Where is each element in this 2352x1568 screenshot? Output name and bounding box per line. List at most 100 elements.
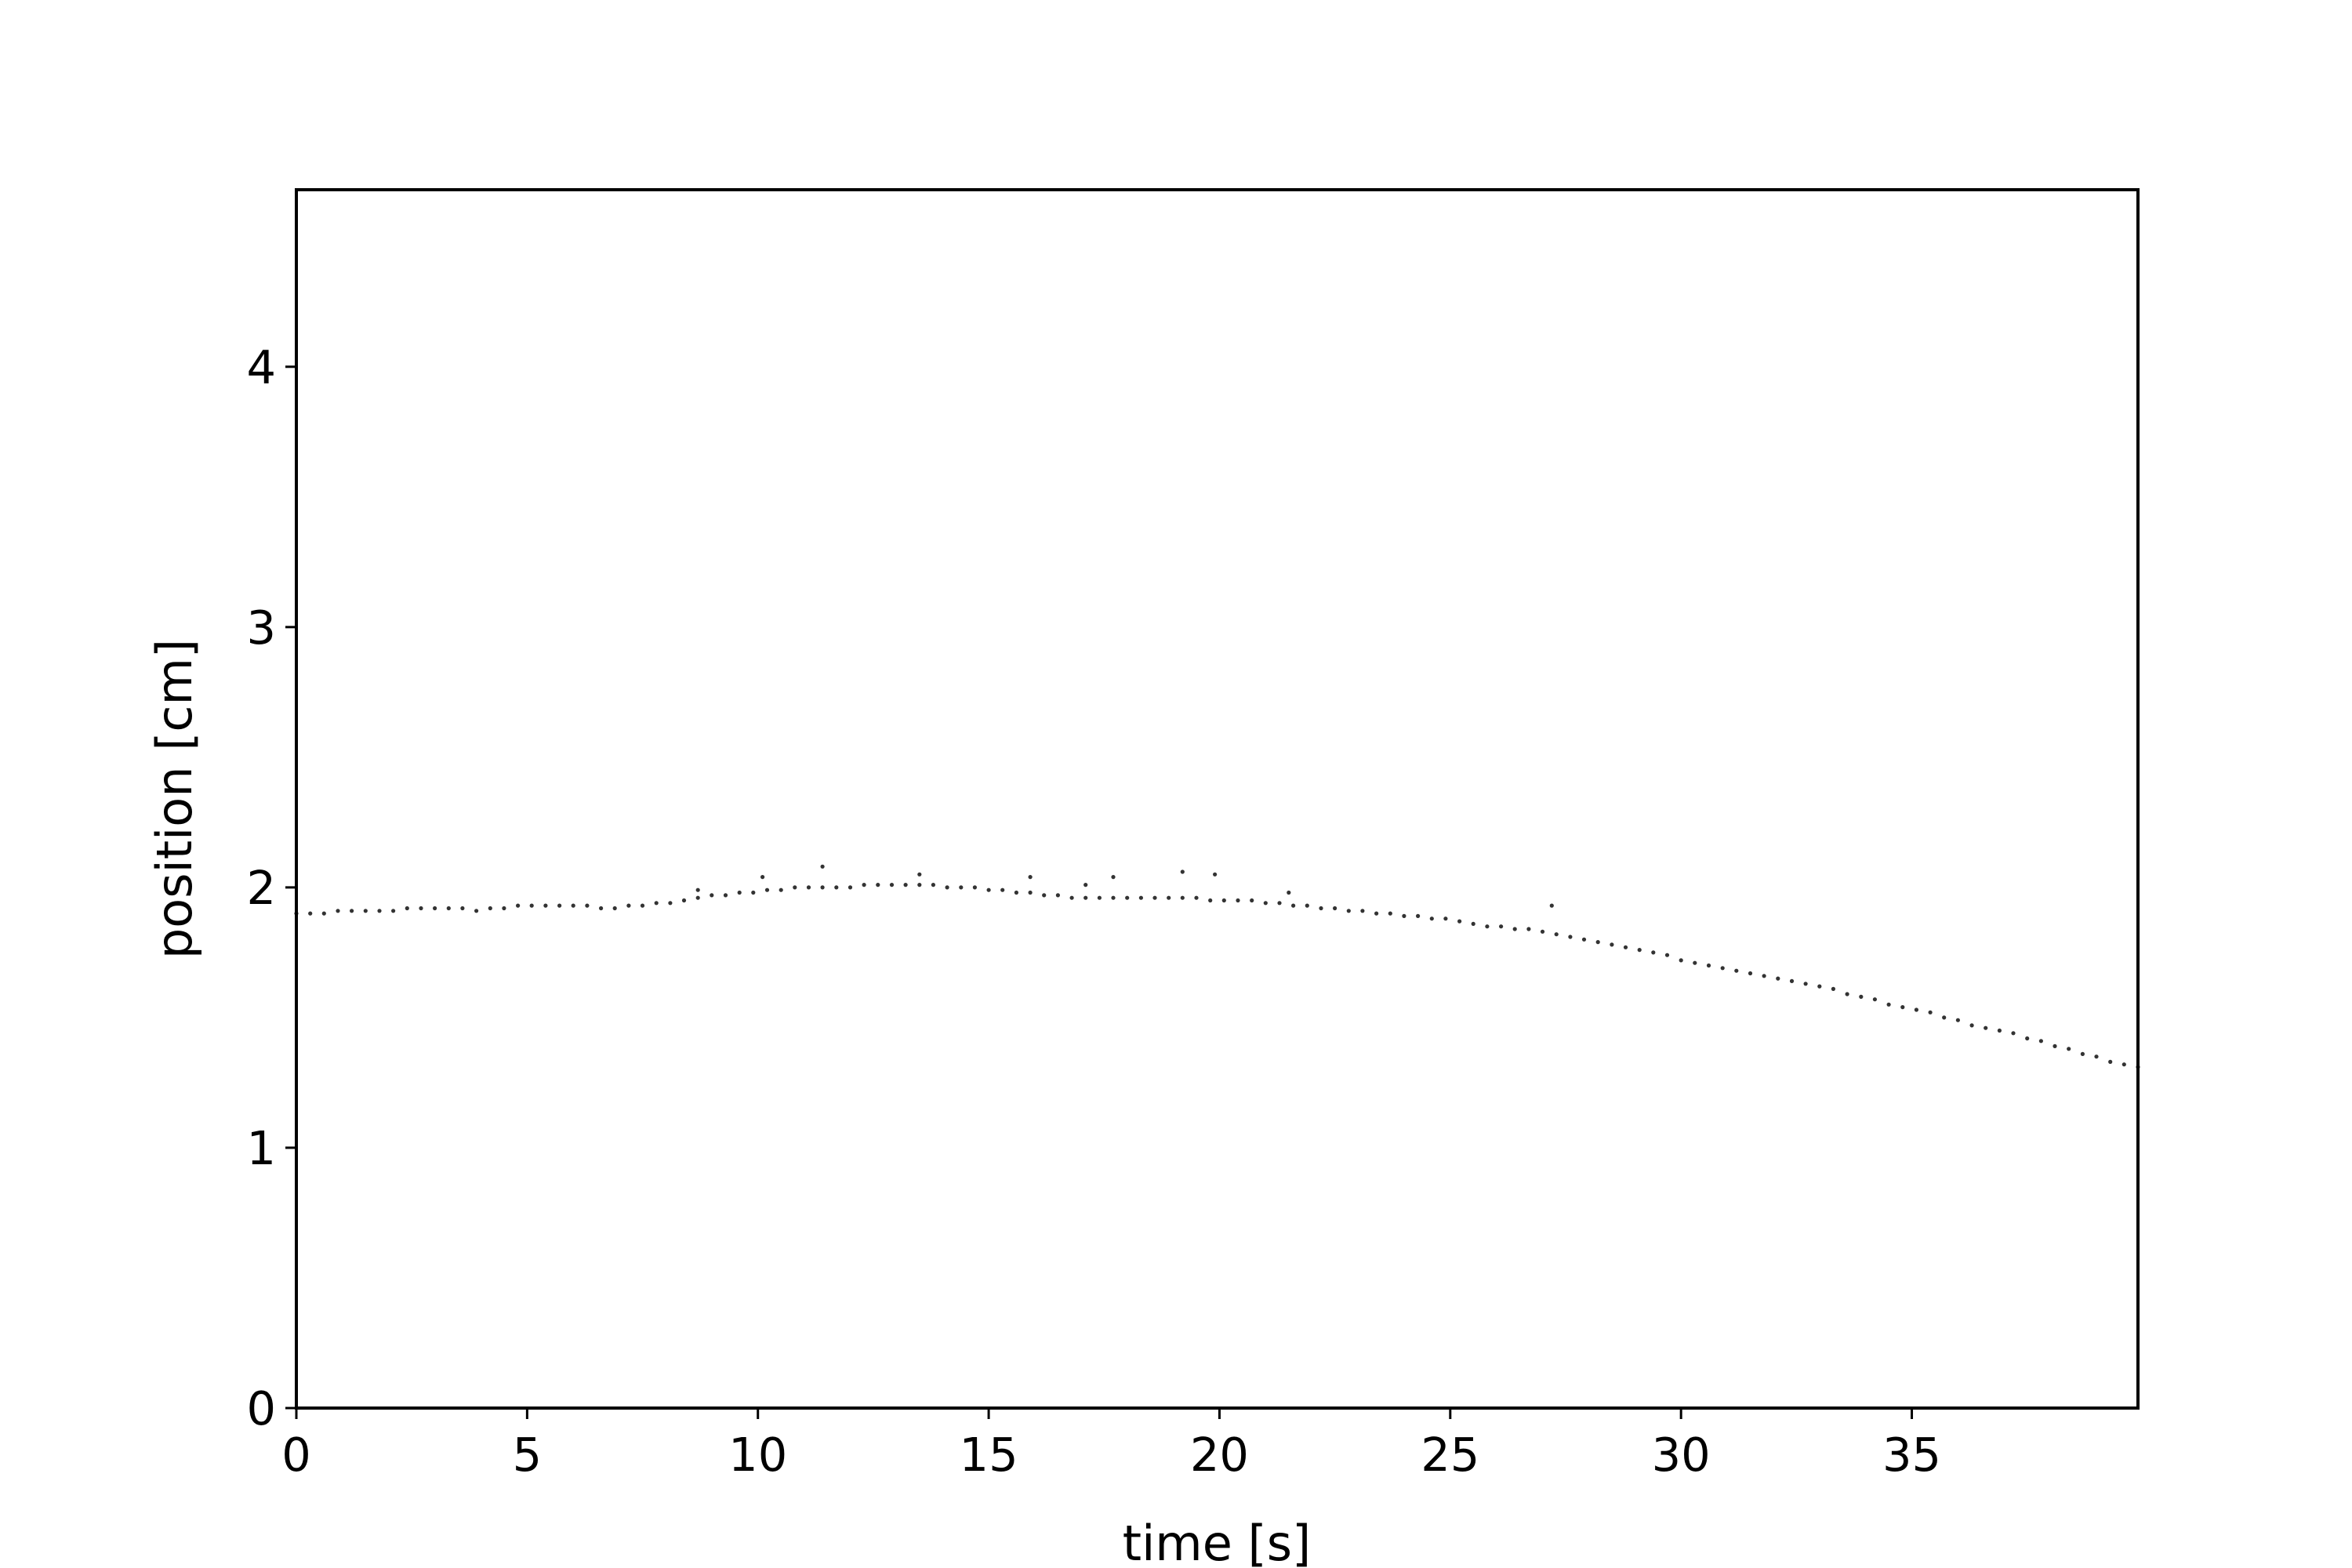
y-tick-label: 1 — [246, 1121, 276, 1175]
data-point — [1277, 901, 1282, 906]
data-point — [529, 903, 534, 908]
data-point — [405, 906, 409, 911]
data-point — [1969, 1023, 1974, 1028]
data-point — [959, 885, 964, 890]
x-tick-label: 25 — [1421, 1428, 1479, 1482]
data-point — [1388, 911, 1392, 916]
data-point — [1429, 916, 1434, 921]
data-point — [1872, 997, 1877, 1002]
data-point — [1111, 875, 1116, 880]
x-tick-label: 10 — [728, 1428, 787, 1482]
data-point — [612, 906, 617, 911]
data-point — [2038, 1039, 2043, 1044]
y-tick-label: 2 — [246, 861, 276, 915]
data-point — [1416, 913, 1421, 918]
x-axis-ticks: 0 5 10 15 20 25 30 35 — [281, 1408, 1941, 1482]
data-point — [889, 883, 895, 887]
data-point — [1762, 974, 1766, 978]
data-point — [1042, 893, 1047, 898]
data-point — [986, 887, 991, 892]
data-point — [1651, 950, 1656, 955]
data-point — [1194, 895, 1199, 900]
data-point — [1138, 895, 1143, 900]
data-point — [1845, 992, 1849, 996]
data-point — [599, 906, 604, 911]
data-point — [1734, 968, 1739, 973]
y-tick-label: 0 — [246, 1381, 276, 1436]
data-point — [917, 883, 922, 887]
y-tick-label: 3 — [246, 601, 276, 655]
data-point — [1287, 890, 1291, 895]
data-point — [446, 906, 451, 911]
data-point — [1914, 1007, 1918, 1012]
data-point — [2053, 1044, 2057, 1048]
data-point — [1208, 898, 1213, 903]
data-point — [557, 903, 562, 908]
data-point — [488, 906, 492, 911]
data-point — [710, 893, 714, 898]
data-point — [1679, 958, 1683, 963]
scatter-points — [294, 864, 2140, 1069]
data-point — [1360, 909, 1365, 913]
data-point — [737, 890, 742, 895]
data-point — [1984, 1025, 1988, 1030]
data-point — [321, 911, 326, 916]
data-point — [903, 883, 908, 887]
data-point — [433, 906, 437, 911]
data-point — [1499, 924, 1504, 929]
data-point — [764, 887, 770, 892]
data-point — [1250, 898, 1254, 903]
data-point — [1180, 869, 1185, 874]
data-point — [516, 903, 521, 908]
data-point — [1595, 940, 1600, 945]
data-point — [2067, 1047, 2071, 1051]
plot-frame — [295, 188, 2140, 1410]
data-point — [336, 909, 340, 913]
data-point — [1789, 978, 1795, 983]
data-point — [502, 906, 506, 911]
data-point — [1083, 895, 1088, 900]
data-point — [876, 883, 880, 887]
data-point — [1097, 895, 1102, 900]
data-point — [1693, 960, 1697, 965]
data-point — [571, 903, 575, 908]
data-point — [2025, 1036, 2030, 1041]
data-point — [1664, 953, 1670, 957]
data-point — [760, 875, 765, 880]
data-point — [626, 903, 631, 908]
data-point — [1748, 971, 1753, 976]
data-point — [1167, 895, 1171, 900]
data-point — [1942, 1015, 1947, 1020]
data-point — [543, 903, 548, 908]
data-point — [1928, 1010, 1933, 1014]
data-point — [1152, 895, 1157, 900]
data-point — [1637, 948, 1642, 953]
data-point — [1443, 916, 1448, 921]
data-point — [1776, 976, 1780, 981]
data-point — [1402, 913, 1406, 918]
data-point — [1236, 898, 1240, 903]
data-point — [1886, 1002, 1891, 1007]
data-point — [1125, 895, 1130, 900]
data-point — [820, 885, 825, 890]
data-point — [1817, 984, 1822, 989]
x-tick-label: 30 — [1652, 1428, 1711, 1482]
data-point — [1859, 994, 1864, 999]
data-point — [1540, 929, 1545, 934]
data-point — [1803, 982, 1808, 986]
data-point — [1706, 963, 1711, 968]
data-point — [1213, 872, 1218, 877]
data-point — [1346, 909, 1351, 913]
y-axis-ticks: 0 1 2 3 4 — [246, 340, 296, 1436]
data-point — [2094, 1054, 2099, 1059]
y-axis-label: position [cm] — [146, 639, 203, 959]
data-point — [695, 887, 700, 892]
data-point — [1485, 924, 1490, 929]
data-point — [1581, 937, 1587, 942]
data-point — [931, 883, 935, 887]
data-point — [945, 885, 949, 890]
x-tick-label: 0 — [281, 1428, 311, 1482]
data-point — [1028, 875, 1033, 880]
